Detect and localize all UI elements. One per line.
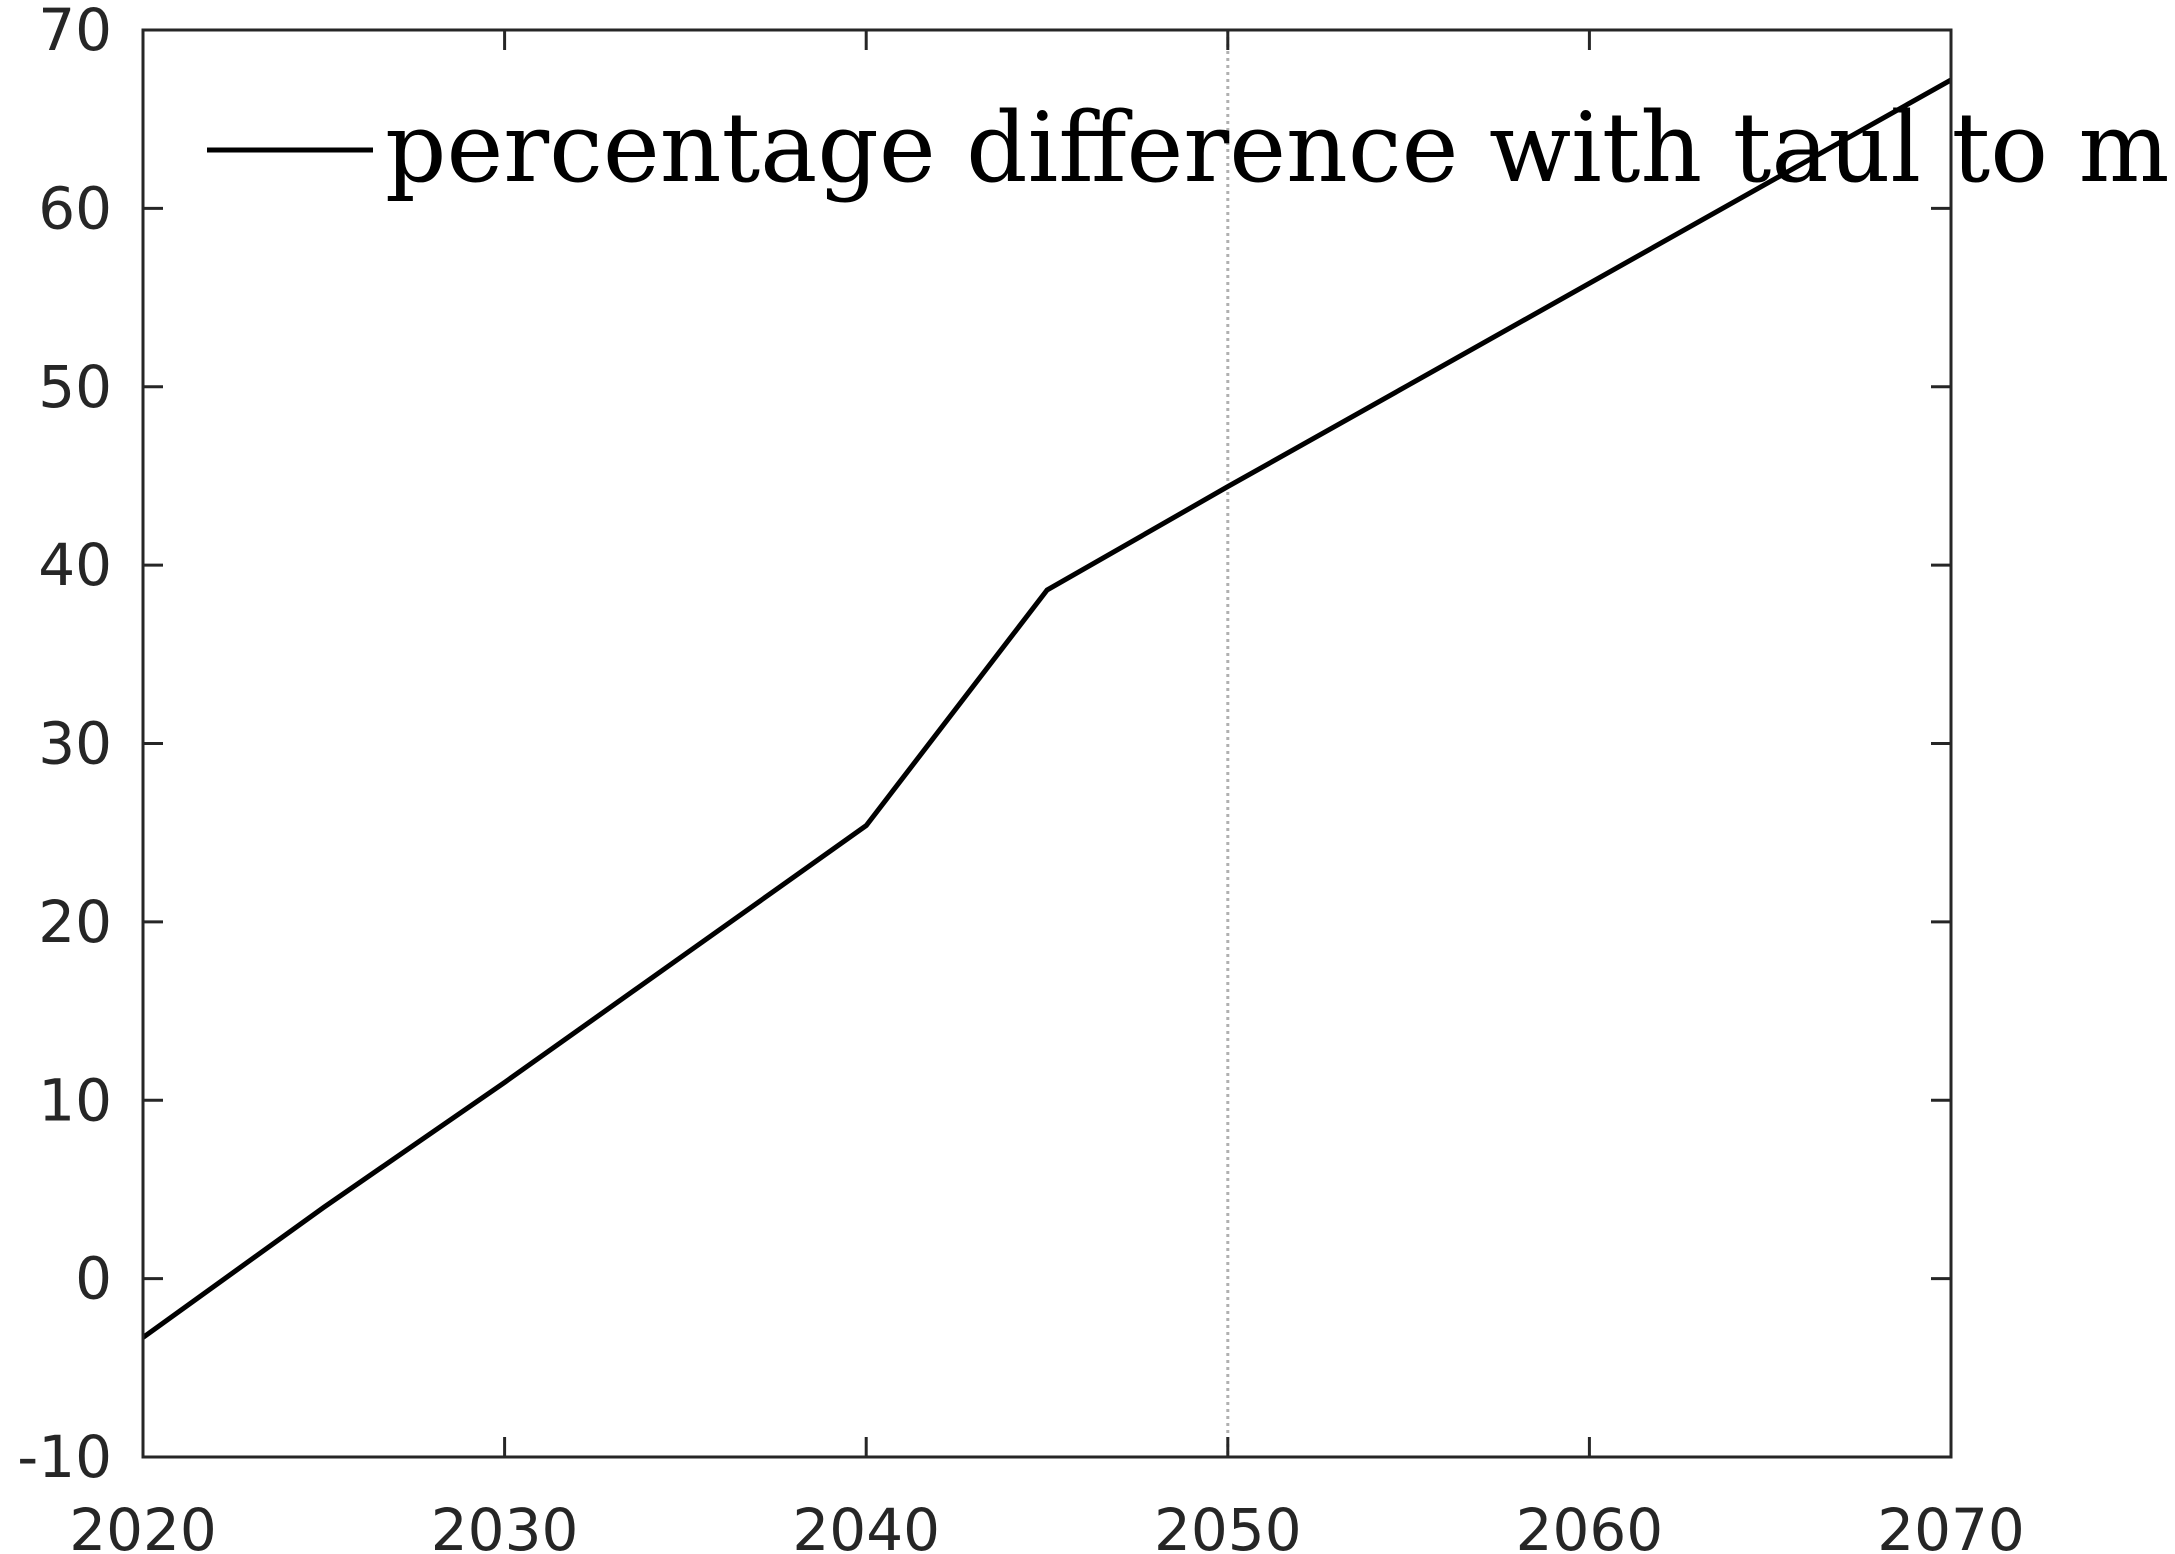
x-tick-label: 2040 [792, 1496, 940, 1554]
series-layer [141, 77, 1953, 1340]
y-tick-label: 0 [75, 1245, 112, 1313]
y-tick-label: 20 [38, 888, 112, 956]
x-tick-label: 2030 [431, 1496, 579, 1554]
y-tick-label: 50 [38, 353, 112, 421]
y-tick-label: 10 [38, 1066, 112, 1134]
x-tick-label: 2070 [1877, 1496, 2025, 1554]
x-tick-label: 2060 [1516, 1496, 1664, 1554]
series-line-0 [141, 77, 1953, 1340]
x-axis: 2020 2030 2040 2050 2060 2070 [69, 30, 2025, 1554]
x-tick-label: 2050 [1154, 1496, 1302, 1554]
x-tick-label: 2020 [69, 1496, 217, 1554]
plot-area-frame [141, 28, 1953, 1459]
y-tick-label: -10 [17, 1423, 112, 1491]
legend: percentage difference with taul to m [207, 92, 2170, 204]
y-tick-label: 60 [38, 174, 112, 242]
y-tick-label: 40 [38, 531, 112, 599]
y-tick-label: 70 [38, 0, 112, 64]
y-tick-label: 30 [38, 710, 112, 778]
legend-label: percentage difference with taul to m [385, 92, 2170, 204]
y-axis: -10 0 10 20 30 40 50 60 70 [17, 0, 1951, 1491]
